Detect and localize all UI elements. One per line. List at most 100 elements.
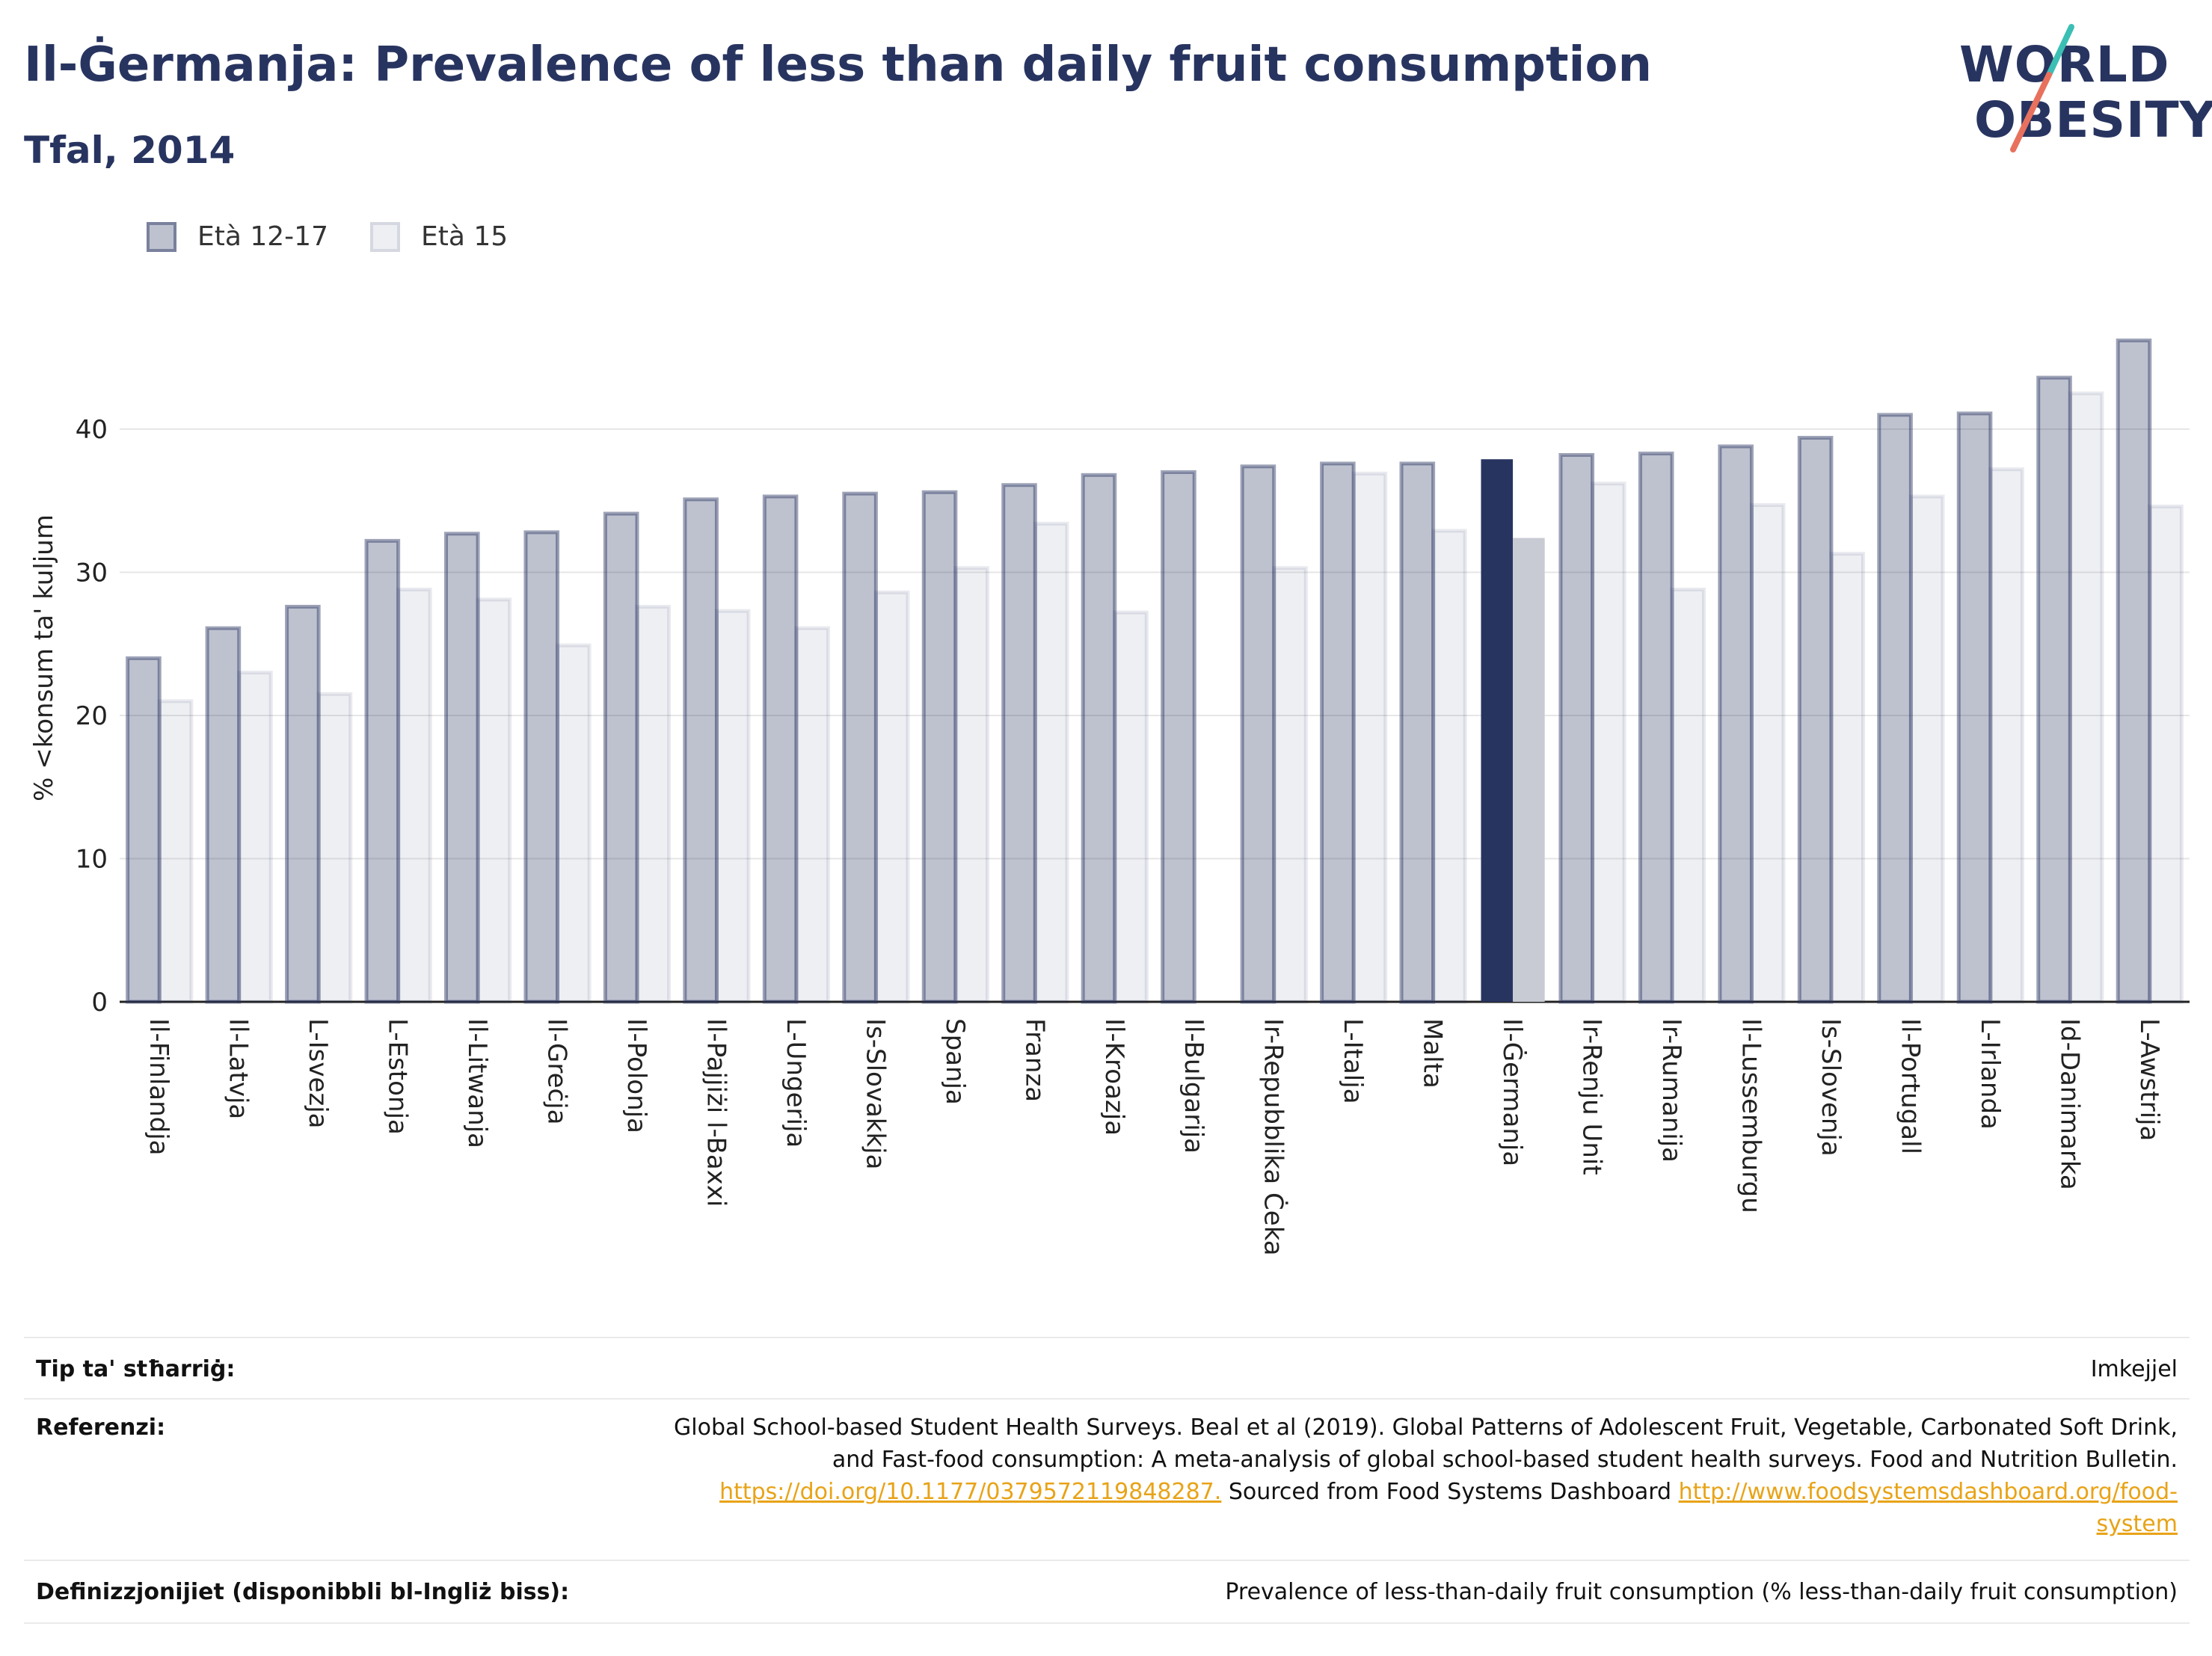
bar-series-b — [794, 626, 831, 1004]
x-tick-label: Malta — [1418, 1018, 1448, 1089]
x-tick-label: Is-Slovenja — [1816, 1018, 1846, 1157]
footer-row-definitions: Definizzjonijiet (disponibbli bl-Ingliż … — [24, 1560, 2190, 1624]
definitions-label: Definizzjonijiet (disponibbli bl-Ingliż … — [36, 1579, 570, 1605]
bar-series-a — [603, 511, 639, 1004]
bar-series-b — [1591, 481, 1626, 1004]
bar-series-a — [1320, 461, 1356, 1004]
x-tick-label: L-Ungerija — [781, 1018, 811, 1148]
bar-series-a — [126, 656, 162, 1004]
x-tick-label: Il-Litwanja — [462, 1018, 492, 1148]
bar-series-b — [476, 597, 512, 1004]
bar-chart: 0 10 20 30 40 % <konsum ta' kuljum Il-Finlandj… — [29, 338, 2190, 1256]
y-tick-label: 40 — [76, 415, 108, 445]
y-tick-label: 10 — [76, 845, 108, 875]
survey-type-label: Tip ta' stħarriġ: — [36, 1356, 236, 1382]
bar-series-a — [2036, 375, 2072, 1004]
x-tick-label: Il-Bulgarija — [1179, 1018, 1208, 1154]
dashboard-link-part-2[interactable]: system — [2096, 1511, 2178, 1537]
bar-series-a — [1481, 459, 1514, 1002]
bar-series-b — [2148, 504, 2184, 1004]
bar-series-a — [1081, 473, 1117, 1004]
x-tick-label: Il-Latvja — [224, 1018, 254, 1119]
legend-item-series-b[interactable]: Età 15 — [369, 221, 509, 252]
bar-series-a — [1399, 461, 1436, 1004]
chart-legend: Età 12-17 Età 15 — [147, 221, 550, 252]
bar-series-b — [1431, 529, 1467, 1004]
bar-series-b — [1749, 503, 1786, 1004]
bar-series-b — [1351, 471, 1388, 1004]
x-tick-label: Is-Slovakkja — [860, 1018, 890, 1169]
bar-series-a — [1558, 453, 1595, 1004]
legend-swatch-series-a — [147, 221, 176, 252]
x-tick-label: Il-Kroazja — [1099, 1018, 1129, 1136]
bar-series-a — [523, 530, 560, 1004]
x-tick-label: Il-Lussemburgu — [1736, 1018, 1766, 1213]
legend-item-series-a[interactable]: Età 12-17 — [147, 221, 328, 252]
bar-series-b — [1829, 552, 1866, 1004]
bar-series-b — [556, 643, 592, 1004]
bar-series-b — [714, 609, 751, 1004]
page-title: Il-Ġermanja: Prevalence of less than dai… — [24, 37, 1652, 93]
bar-series-a — [842, 491, 878, 1004]
bar-series-b — [1272, 566, 1308, 1004]
x-tick-label: Il-Ġermanja — [1497, 1018, 1528, 1166]
bar-series-b — [635, 604, 672, 1004]
x-tick-label: Ir-Rumanija — [1656, 1018, 1686, 1163]
bar-series-a — [1240, 464, 1276, 1004]
bar-series-b — [1113, 610, 1149, 1004]
legend-swatch-series-b — [369, 221, 400, 252]
bar-series-b — [873, 590, 910, 1004]
bar-series-a — [762, 494, 799, 1004]
x-tick-label: Il-Polonja — [621, 1018, 651, 1133]
chart-footer: Tip ta' stħarriġ: Imkejjel Referenzi: Gl… — [24, 1337, 2190, 1624]
x-tick-label: Franza — [1019, 1018, 1049, 1102]
y-tick-label: 0 — [91, 988, 108, 1018]
y-axis-label: % <konsum ta' kuljum — [29, 514, 59, 801]
survey-type-value: Imkejjel — [2090, 1356, 2178, 1382]
dashboard-link-part-1[interactable]: http://www.foodsystemsdashboard.org/food… — [1678, 1479, 2178, 1505]
bar-series-b — [237, 671, 273, 1004]
y-tick-label: 20 — [76, 701, 108, 731]
x-tick-label: L-Awstrija — [2134, 1018, 2164, 1141]
bar-series-b — [2068, 391, 2104, 1004]
bar-series-a — [1797, 436, 1834, 1004]
definitions-value: Prevalence of less-than-daily fruit cons… — [1225, 1579, 2178, 1605]
logo-line-2: OBESITY — [1974, 91, 2212, 149]
footer-row-references: Referenzi: Global School-based Student H… — [24, 1398, 2190, 1561]
bar-series-b — [1033, 521, 1069, 1004]
bar-series-a — [1161, 470, 1196, 1004]
doi-link[interactable]: https://doi.org/10.1177/0379572119848287… — [719, 1479, 1222, 1505]
logo-slash-icon — [2010, 24, 2074, 153]
x-tick-label: Il-Finlandja — [144, 1018, 173, 1156]
bar-series-a — [1718, 444, 1754, 1004]
x-tick-label: Ir-Repubblika Ċeka — [1259, 1018, 1289, 1256]
bar-series-b — [953, 566, 989, 1004]
bar-series-b — [1670, 588, 1706, 1004]
legend-label-series-b: Età 15 — [420, 221, 509, 252]
x-tick-label: Id-Danimarka — [2054, 1018, 2084, 1190]
bar-series-a — [285, 604, 321, 1004]
x-tick-label: L-Estonja — [383, 1018, 413, 1135]
x-tick-label: Il-Pajjiżi l-Baxxi — [701, 1018, 731, 1207]
x-tick-label: L-Isvezja — [303, 1018, 333, 1129]
bar-series-b — [1908, 494, 1945, 1004]
bar-series-a — [1001, 483, 1037, 1004]
references-label: Referenzi: — [36, 1415, 166, 1441]
bar-series-a — [1956, 411, 1993, 1004]
bar-series-b — [1988, 467, 2024, 1004]
x-tick-label: Il-Portugall — [1895, 1018, 1925, 1154]
references-line-3: https://doi.org/10.1177/0379572119848287… — [458, 1476, 2178, 1508]
bar-series-a — [1638, 452, 1674, 1004]
references-sourced-text: Sourced from Food Systems Dashboard — [1221, 1479, 1679, 1505]
bar-series-a — [683, 497, 719, 1004]
x-tick-label: Ir-Renju Unit — [1577, 1018, 1607, 1175]
bar-series-b — [316, 692, 353, 1004]
references-line-1: Global School-based Student Health Surve… — [674, 1415, 2178, 1441]
references-line-2: and Fast-food consumption: A meta-analys… — [832, 1447, 2178, 1473]
x-tick-label: Il-Greċja — [542, 1018, 572, 1124]
y-tick-label: 30 — [76, 558, 108, 588]
bar-series-b — [157, 699, 194, 1004]
world-obesity-logo: WORLD OBESITY — [1944, 21, 2212, 163]
footer-row-survey-type: Tip ta' stħarriġ: Imkejjel — [24, 1337, 2190, 1400]
page-subtitle: Tfal, 2014 — [24, 129, 236, 172]
